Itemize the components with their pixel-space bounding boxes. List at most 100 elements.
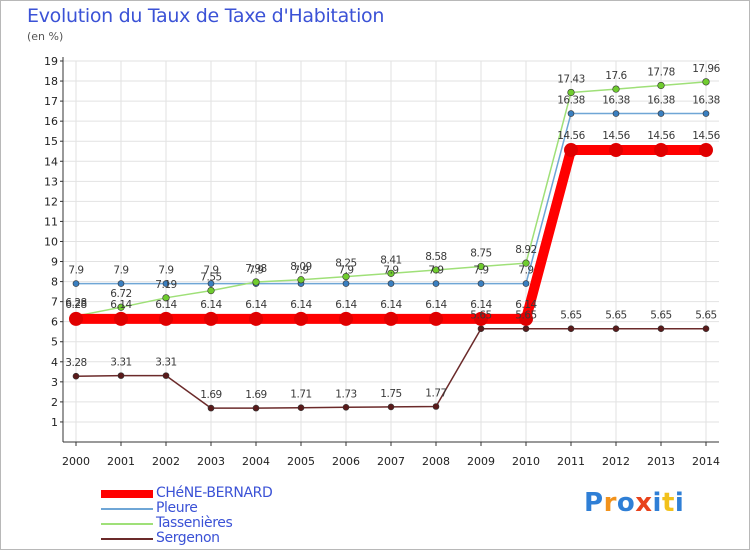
- y-tick-label: 1: [51, 416, 58, 429]
- data-label: 1.77: [425, 388, 446, 400]
- data-label: 3.31: [110, 357, 131, 369]
- x-tick-label: 2013: [647, 455, 675, 468]
- data-point: [117, 280, 125, 287]
- y-tick-label: 15: [44, 135, 58, 148]
- data-point: [387, 403, 395, 411]
- data-label: 17.78: [647, 66, 675, 78]
- data-point: [114, 311, 128, 326]
- data-label: 7.98: [245, 263, 266, 275]
- y-tick-label: 7: [51, 296, 58, 309]
- y-tick-label: 19: [44, 55, 58, 68]
- legend-label: CHéNE-BERNARD: [156, 485, 273, 501]
- data-point: [702, 325, 710, 333]
- data-point: [612, 325, 620, 333]
- legend-swatch: [101, 537, 153, 540]
- y-tick-label: 3: [51, 376, 58, 389]
- data-label: 6.14: [110, 299, 132, 311]
- data-point: [477, 280, 485, 287]
- y-tick-label: 16: [44, 115, 58, 128]
- y-tick-label: 5: [51, 336, 58, 349]
- data-point: [609, 143, 623, 158]
- data-point: [159, 311, 173, 326]
- legend-label: Pleure: [156, 500, 198, 516]
- data-label: 6.14: [335, 299, 357, 311]
- data-label: 5.65: [470, 310, 491, 322]
- data-label: 6.28: [65, 299, 86, 311]
- data-label: 14.56: [647, 130, 675, 142]
- data-label: 1.73: [335, 388, 356, 400]
- data-point: [207, 280, 215, 287]
- data-label: 8.25: [335, 258, 356, 270]
- data-label: 6.14: [245, 299, 267, 311]
- legend-item-pleure[interactable]: Pleure: [101, 501, 272, 516]
- data-label: 7.9: [518, 265, 533, 277]
- data-label: 17.96: [692, 63, 720, 75]
- legend-item-chene-bernard[interactable]: CHéNE-BERNARD: [101, 485, 273, 501]
- data-label: 17.43: [557, 73, 585, 85]
- data-label: 6.14: [155, 299, 177, 311]
- data-point: [522, 280, 530, 287]
- data-label: 16.38: [692, 95, 720, 107]
- data-point: [162, 280, 170, 287]
- logo-letter: o: [616, 488, 636, 518]
- data-point: [477, 262, 485, 271]
- data-label: 5.65: [605, 310, 626, 322]
- x-tick-label: 2005: [287, 455, 315, 468]
- data-point: [117, 303, 125, 311]
- data-label: 17.6: [605, 70, 627, 82]
- data-label: 6.28: [65, 297, 86, 309]
- data-point: [612, 85, 620, 93]
- x-tick-label: 2006: [332, 455, 360, 468]
- x-tick-label: 2001: [107, 455, 135, 468]
- data-point: [702, 110, 710, 117]
- y-tick-label: 12: [44, 195, 58, 208]
- data-point: [339, 311, 353, 326]
- data-label: 7.9: [203, 265, 218, 277]
- x-tick-label: 2000: [62, 455, 90, 468]
- data-point: [657, 81, 665, 90]
- y-tick-label: 11: [44, 215, 58, 228]
- data-point: [72, 372, 80, 380]
- x-tick-label: 2008: [422, 455, 450, 468]
- legend-label: Tassenières: [156, 515, 233, 531]
- data-point: [117, 372, 125, 379]
- data-label: 6.14: [380, 299, 402, 311]
- data-label: 14.56: [602, 130, 630, 142]
- data-label: 6.14: [425, 299, 447, 311]
- data-point: [699, 143, 713, 158]
- legend-item-sergenon[interactable]: Sergenon: [101, 531, 272, 546]
- x-tick-label: 2004: [242, 455, 270, 468]
- chart-title: Evolution du Taux de Taxe d'Habitation: [27, 5, 385, 27]
- x-tick-label: 2011: [557, 455, 585, 468]
- data-point: [432, 403, 440, 410]
- data-point: [342, 272, 350, 281]
- data-point: [162, 294, 170, 302]
- logo-letter: t: [661, 488, 675, 518]
- data-label: 5.65: [560, 310, 581, 322]
- data-point: [204, 311, 218, 326]
- data-label: 16.38: [647, 95, 675, 107]
- logo-letter: i: [652, 488, 662, 518]
- data-label: 5.65: [650, 310, 671, 322]
- data-point: [342, 404, 350, 411]
- legend: CHéNE-BERNARD Pleure Tassenières Sergeno…: [101, 485, 273, 546]
- logo-letter: i: [674, 488, 685, 518]
- data-point: [162, 372, 170, 379]
- data-label: 8.75: [470, 248, 491, 260]
- data-label: 1.69: [245, 389, 266, 401]
- y-tick-label: 13: [44, 175, 58, 188]
- data-point: [657, 110, 665, 117]
- data-label: 6.14: [290, 299, 312, 311]
- data-point: [72, 280, 80, 287]
- data-point: [567, 110, 575, 117]
- data-label: 7.19: [155, 279, 176, 291]
- legend-swatch: [101, 489, 153, 498]
- data-point: [519, 311, 533, 326]
- data-point: [429, 311, 443, 326]
- legend-item-tassenieres[interactable]: Tassenières: [101, 516, 272, 531]
- data-point: [432, 280, 440, 287]
- y-tick-label: 4: [51, 356, 58, 369]
- data-label: 16.38: [602, 95, 630, 107]
